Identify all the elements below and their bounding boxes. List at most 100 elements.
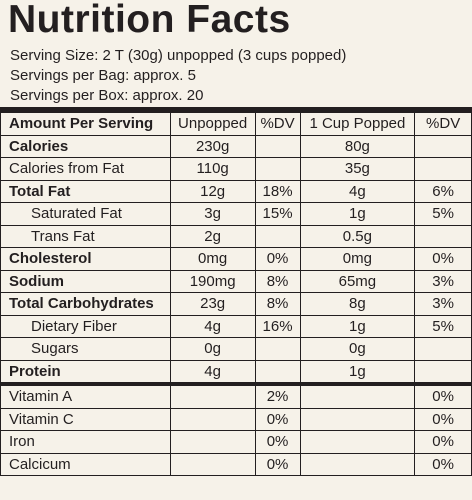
servings-per-box: Servings per Box: approx. 20	[10, 87, 204, 104]
cell: %DV	[254, 112, 301, 136]
nutrient-row: Total Fat 12g 18% 4g 6%	[0, 179, 472, 203]
cell: 230g	[169, 134, 256, 158]
cell	[299, 383, 416, 409]
cell: 2g	[169, 224, 256, 248]
row-label: Total Fat	[0, 179, 171, 203]
cell: 190mg	[169, 269, 256, 293]
row-label: Dietary Fiber	[0, 314, 171, 338]
nutrient-row: Total Carbohydrates 23g 8% 8g 3%	[0, 292, 472, 316]
cell	[254, 134, 301, 158]
cell: 0%	[414, 430, 472, 454]
cell: 3%	[414, 292, 472, 316]
nutrient-row: Vitamin A 2% 0%	[0, 383, 472, 409]
row-label: Cholesterol	[0, 247, 171, 271]
cell: 65mg	[299, 269, 416, 293]
cell: 0mg	[299, 247, 416, 271]
cell: 2%	[254, 383, 301, 409]
nutrient-row: Cholesterol 0mg 0% 0mg 0%	[0, 247, 472, 271]
row-label: Protein	[0, 359, 171, 386]
cell: 0%	[414, 452, 472, 476]
cell	[299, 452, 416, 476]
nutrient-row: Protein 4g 1g	[0, 359, 472, 386]
cell: 1g	[299, 202, 416, 226]
cell	[299, 430, 416, 454]
cell: 0%	[254, 430, 301, 454]
row-label: Sodium	[0, 269, 171, 293]
row-label: Saturated Fat	[0, 202, 171, 226]
cell	[254, 359, 301, 386]
cell: 4g	[299, 179, 416, 203]
cell: 0%	[254, 407, 301, 431]
cell	[169, 407, 256, 431]
cell: 1 Cup Popped	[299, 112, 416, 136]
nutrient-row: Sodium 190mg 8% 65mg 3%	[0, 269, 472, 293]
nutrient-row: Calcicum 0% 0%	[0, 452, 472, 476]
cell	[254, 337, 301, 361]
cell: 0g	[169, 337, 256, 361]
nutrient-row: Iron 0% 0%	[0, 430, 472, 454]
row-label: Amount Per Serving	[0, 112, 171, 136]
cell: 1g	[299, 359, 416, 386]
row-label: Sugars	[0, 337, 171, 361]
cell: 23g	[169, 292, 256, 316]
nutrient-row: Dietary Fiber 4g 16% 1g 5%	[0, 314, 472, 338]
cell: 8%	[254, 269, 301, 293]
cell	[414, 224, 472, 248]
cell: 4g	[169, 359, 256, 386]
header-row: Amount Per Serving Unpopped %DV 1 Cup Poppe…	[0, 112, 472, 136]
cell: 0%	[414, 383, 472, 409]
title: Nutrition Facts	[8, 0, 291, 41]
cell	[414, 134, 472, 158]
serving-size: Serving Size: 2 T (30g) unpopped (3 cups…	[10, 47, 347, 64]
cell: 80g	[299, 134, 416, 158]
cell: 1g	[299, 314, 416, 338]
cell: 4g	[169, 314, 256, 338]
cell	[169, 383, 256, 409]
cell: 12g	[169, 179, 256, 203]
nutrient-row: Saturated Fat 3g 15% 1g 5%	[0, 202, 472, 226]
cell: 15%	[254, 202, 301, 226]
cell: 5%	[414, 202, 472, 226]
cell: %DV	[414, 112, 472, 136]
cell: 5%	[414, 314, 472, 338]
cell: Unpopped	[169, 112, 256, 136]
row-label: Calories	[0, 134, 171, 158]
cell: 0%	[254, 452, 301, 476]
row-label: Calories from Fat	[0, 157, 171, 181]
cell: 3%	[414, 269, 472, 293]
cell	[414, 337, 472, 361]
cell: 6%	[414, 179, 472, 203]
cell: 110g	[169, 157, 256, 181]
cell: 8%	[254, 292, 301, 316]
row-label: Iron	[0, 430, 171, 454]
nutrient-row: Trans Fat 2g 0.5g	[0, 224, 472, 248]
row-label: Calcicum	[0, 452, 171, 476]
cell	[414, 359, 472, 386]
cell: 8g	[299, 292, 416, 316]
row-label: Vitamin A	[0, 383, 171, 409]
servings-per-bag: Servings per Bag: approx. 5	[10, 67, 196, 84]
row-label: Trans Fat	[0, 224, 171, 248]
cell	[254, 224, 301, 248]
cell: 18%	[254, 179, 301, 203]
cell: 0mg	[169, 247, 256, 271]
nutrient-row: Calories 230g 80g	[0, 134, 472, 158]
nutrient-row: Calories from Fat 110g 35g	[0, 157, 472, 181]
cell	[254, 157, 301, 181]
cell: 0.5g	[299, 224, 416, 248]
cell: 0g	[299, 337, 416, 361]
nutrient-row: Vitamin C 0% 0%	[0, 407, 472, 431]
cell	[169, 452, 256, 476]
thick-rule	[0, 107, 472, 112]
cell	[414, 157, 472, 181]
nutrient-row: Sugars 0g 0g	[0, 337, 472, 361]
cell: 0%	[254, 247, 301, 271]
cell: 3g	[169, 202, 256, 226]
row-label: Total Carbohydrates	[0, 292, 171, 316]
cell: 0%	[414, 407, 472, 431]
cell	[169, 430, 256, 454]
row-label: Vitamin C	[0, 407, 171, 431]
cell: 35g	[299, 157, 416, 181]
nutrition-table: Amount Per Serving Unpopped %DV 1 Cup Poppe…	[0, 112, 472, 476]
